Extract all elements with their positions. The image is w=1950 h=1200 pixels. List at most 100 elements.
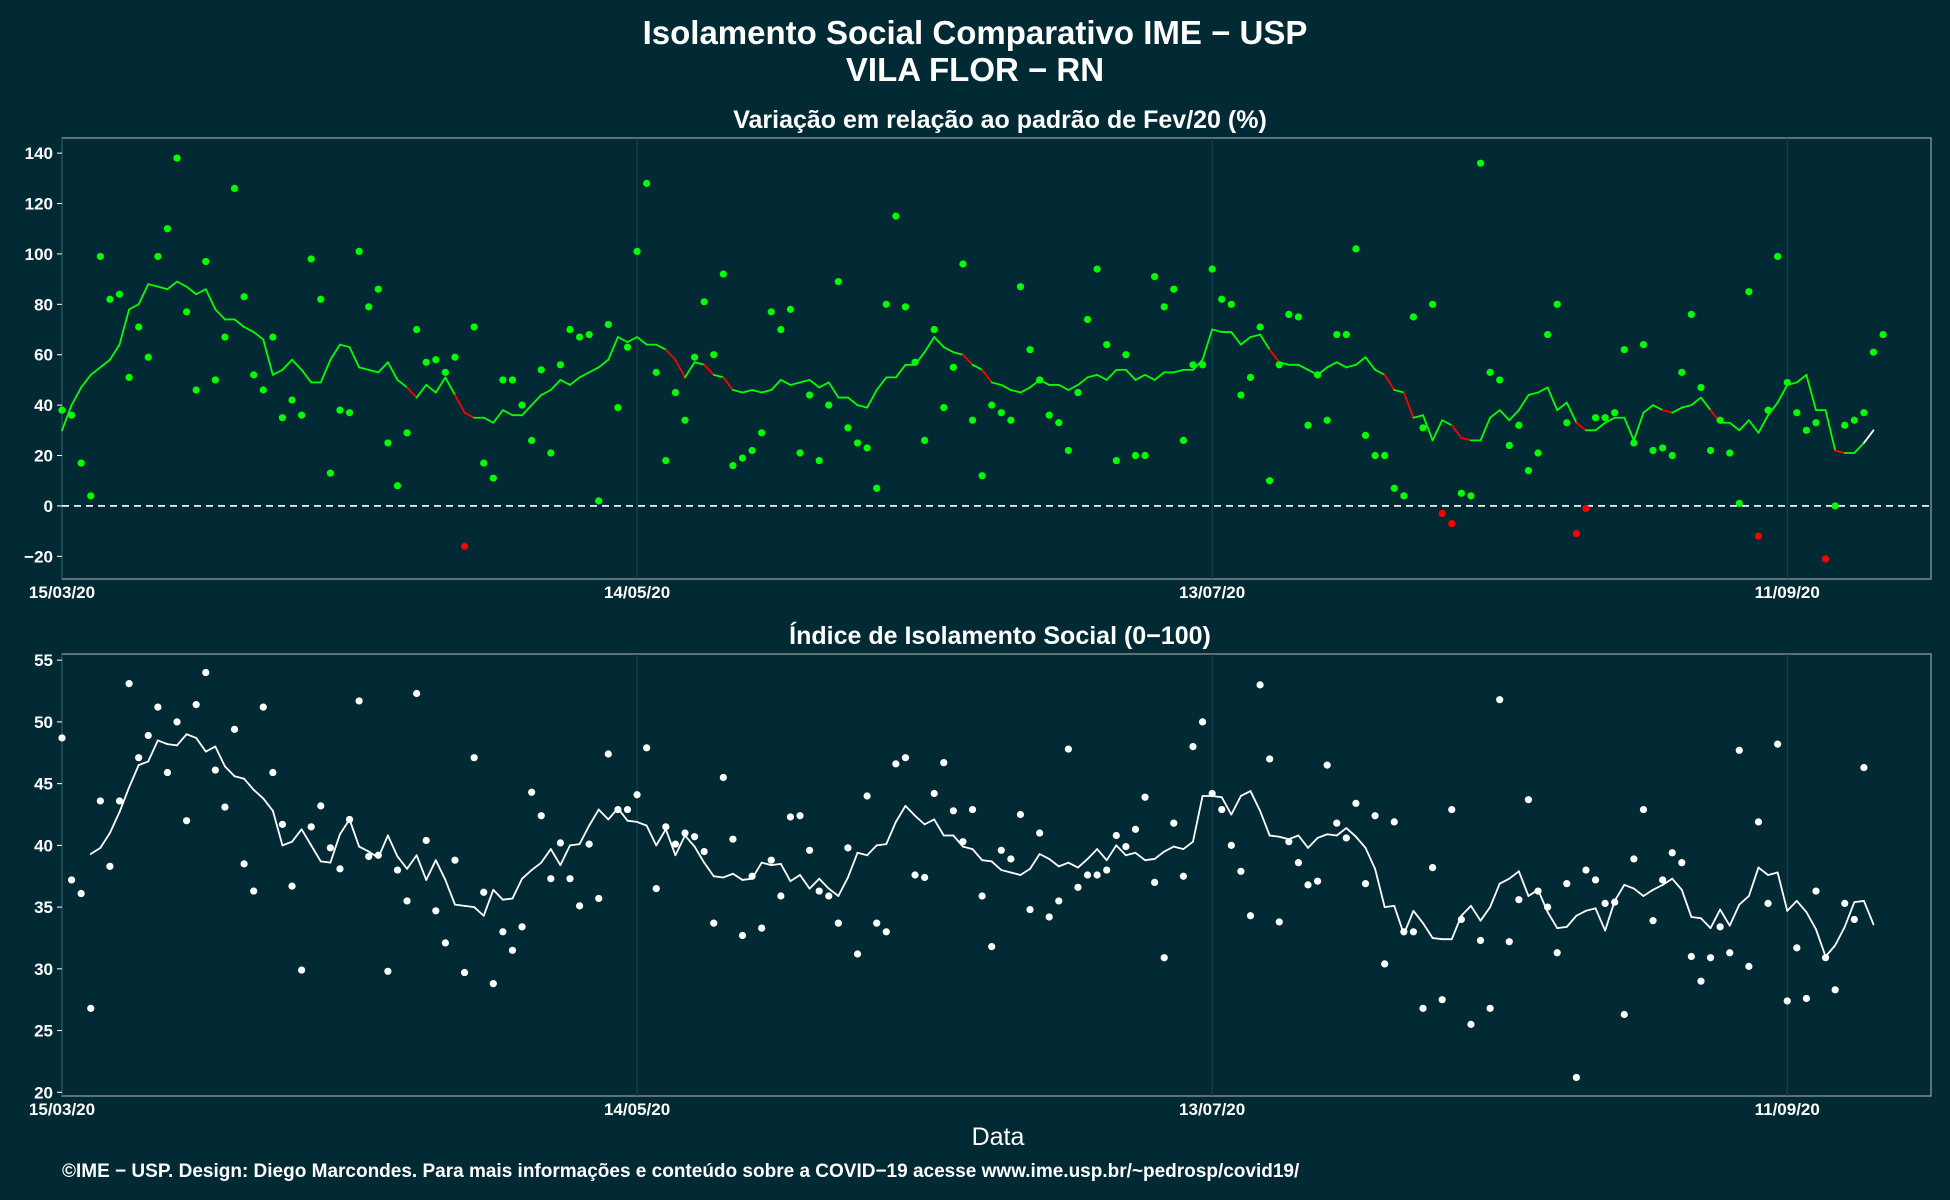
rolling-mean-segment: [406, 854, 418, 870]
daily-point: [135, 323, 143, 331]
daily-point: [1429, 300, 1437, 308]
rolling-mean-segment: [1498, 409, 1511, 422]
rolling-mean-segment: [434, 859, 447, 881]
daily-point: [326, 844, 334, 852]
daily-point: [1112, 831, 1120, 840]
daily-point: [1639, 341, 1648, 349]
rolling-mean-segment: [1863, 429, 1875, 444]
daily-point: [1275, 918, 1283, 926]
daily-point: [1544, 903, 1552, 911]
rolling-mean-segment: [1019, 386, 1031, 394]
daily-point: [949, 363, 957, 371]
daily-point: [154, 703, 162, 711]
rolling-mean-segment: [1364, 356, 1376, 371]
daily-point: [1294, 313, 1303, 321]
daily-point: [719, 270, 727, 278]
daily-point: [604, 320, 612, 329]
rolling-mean-segment: [1786, 900, 1798, 912]
daily-point: [806, 846, 814, 854]
daily-point: [1582, 504, 1590, 513]
daily-point: [1601, 899, 1609, 907]
daily-point: [96, 252, 104, 261]
daily-point: [1448, 805, 1456, 814]
daily-point: [1716, 416, 1724, 424]
daily-point: [1601, 414, 1609, 422]
daily-point: [1745, 288, 1753, 296]
rolling-mean-segment: [137, 283, 150, 306]
rolling-mean-segment: [760, 389, 773, 394]
rolling-mean-segment: [1422, 414, 1434, 442]
daily-point: [106, 295, 114, 303]
rolling-mean-segment: [732, 872, 744, 881]
daily-point: [767, 308, 775, 316]
daily-point: [662, 823, 670, 831]
daily-point: [968, 805, 977, 814]
rolling-mean-segment: [166, 280, 178, 291]
x-tick-label: 14/05/20: [604, 1100, 670, 1119]
rolling-mean-segment: [1738, 419, 1750, 432]
rolling-mean-segment: [310, 844, 322, 863]
daily-point: [115, 290, 124, 298]
rolling-mean-segment: [386, 834, 399, 858]
rolling-mean-segment: [1000, 869, 1012, 874]
rolling-mean-segment: [1853, 442, 1865, 454]
rolling-mean-segment: [712, 373, 725, 379]
daily-point: [537, 366, 545, 374]
daily-point: [365, 852, 373, 861]
rolling-mean-segment: [463, 411, 476, 419]
daily-point: [1438, 509, 1446, 518]
daily-point: [1266, 477, 1274, 485]
daily-point: [1400, 492, 1408, 500]
daily-point: [1486, 1004, 1494, 1012]
rolling-mean-segment: [1163, 845, 1175, 853]
rolling-mean-segment: [262, 338, 274, 376]
rolling-mean-segment: [137, 760, 150, 767]
daily-point: [633, 791, 641, 799]
daily-point: [1735, 499, 1743, 507]
daily-point: [1841, 899, 1849, 907]
daily-point: [1141, 793, 1149, 801]
daily-point: [1764, 406, 1772, 414]
rolling-mean-segment: [1565, 914, 1578, 928]
rolling-mean-segment: [99, 832, 111, 849]
daily-point: [1716, 923, 1724, 931]
rolling-mean-segment: [942, 346, 955, 354]
daily-point: [1036, 376, 1044, 384]
x-tick-label: 11/09/20: [1755, 1100, 1820, 1119]
daily-point: [988, 943, 996, 951]
rolling-mean-segment: [147, 283, 159, 288]
rolling-mean-segment: [1546, 911, 1559, 929]
panel2-title: Índice de Isolamento Social (0−100): [789, 621, 1211, 650]
daily-point: [1869, 348, 1878, 356]
rolling-mean-segment: [1508, 870, 1520, 880]
rolling-mean-segment: [1153, 371, 1166, 381]
daily-point: [1055, 419, 1063, 427]
rolling-mean-segment: [684, 361, 696, 379]
rolling-mean-segment: [1355, 356, 1367, 366]
daily-point: [959, 838, 967, 846]
rolling-mean-segment: [243, 326, 255, 333]
rolling-mean-segment: [1728, 421, 1741, 432]
rolling-mean-segment: [156, 739, 169, 746]
daily-point: [336, 865, 344, 873]
rolling-mean-segment: [664, 348, 677, 361]
daily-point: [480, 888, 488, 896]
x-axis-label: Data: [972, 1123, 1025, 1151]
rolling-mean-segment: [70, 386, 83, 407]
daily-point: [1774, 740, 1782, 748]
daily-point: [307, 823, 315, 831]
daily-point: [1218, 295, 1226, 303]
daily-point: [949, 807, 957, 815]
rolling-mean-segment: [1709, 908, 1722, 929]
daily-point: [844, 424, 852, 432]
rolling-mean-segment: [1604, 416, 1616, 424]
rolling-mean-segment: [1795, 373, 1808, 384]
rolling-mean-segment: [1498, 877, 1511, 885]
daily-point: [690, 353, 699, 361]
rolling-mean-segment: [271, 368, 284, 376]
daily-point: [1093, 871, 1101, 879]
daily-point: [1218, 805, 1226, 814]
rolling-mean-segment: [789, 874, 801, 883]
daily-point: [1687, 952, 1695, 961]
rolling-mean-segment: [962, 353, 974, 366]
